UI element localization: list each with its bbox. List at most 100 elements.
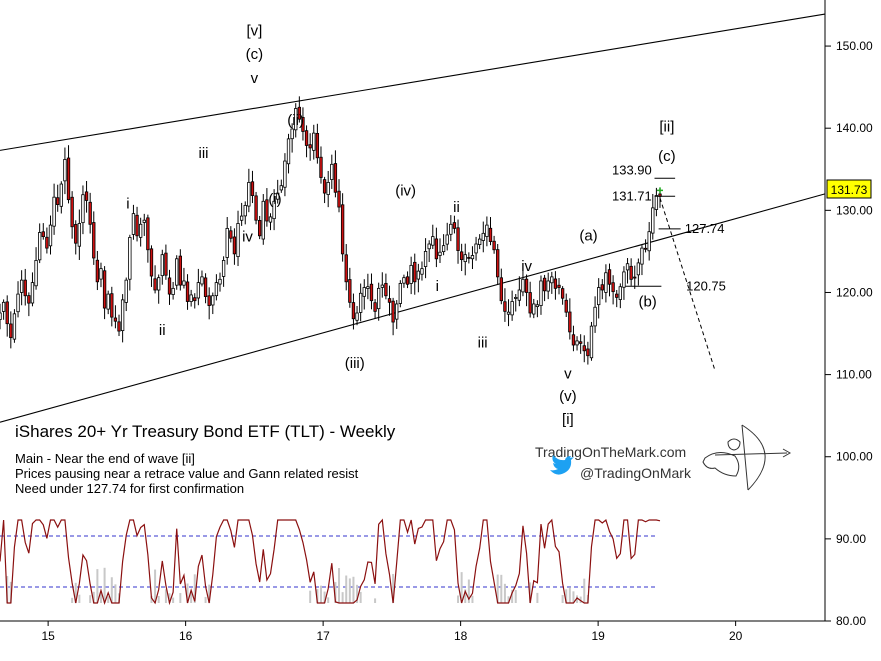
candle-down: [319, 156, 323, 178]
candle-down: [528, 292, 532, 314]
candle-up: [182, 280, 186, 286]
candle-up: [19, 279, 24, 293]
last-price-label: 131.73: [831, 183, 868, 197]
candle-down: [384, 282, 388, 297]
candle-down: [496, 249, 500, 278]
candle-down: [5, 301, 9, 325]
chart-title: iShares 20+ Yr Treasury Bond ETF (TLT) -…: [15, 422, 396, 441]
candle-up: [120, 299, 125, 332]
osc-volume-bar: [460, 572, 463, 603]
candle-up: [283, 160, 287, 188]
osc-volume-bar: [92, 591, 95, 603]
osc-volume-bar: [193, 574, 196, 603]
osc-volume-bar: [514, 589, 517, 603]
candle-up: [225, 228, 229, 258]
wave-label: iv: [521, 258, 532, 275]
candle-down: [586, 348, 590, 357]
osc-volume-bar: [471, 595, 474, 603]
wave-label: (v): [559, 388, 577, 405]
osc-volume-bar: [309, 590, 312, 603]
candle-down: [41, 231, 45, 238]
candle-down: [373, 302, 377, 312]
osc-volume-bar: [561, 594, 564, 603]
candle-up: [1, 301, 6, 312]
candle-up: [636, 262, 641, 276]
price-level-label: 127.74: [685, 221, 725, 236]
osc-volume-bar: [172, 597, 175, 603]
osc-volume-bar: [576, 595, 579, 603]
price-levels: 133.90 131.71 127.74 120.75: [612, 162, 726, 371]
candle-up: [196, 282, 201, 299]
wave-label: (iii): [345, 355, 365, 372]
channel-line: [0, 13, 826, 151]
candle-up: [290, 128, 294, 140]
osc-volume-bar: [392, 573, 395, 603]
candle-up: [514, 296, 518, 299]
osc-volume-bar: [114, 584, 117, 603]
candle-up: [398, 283, 402, 304]
candle-down: [88, 201, 92, 225]
candle-down: [149, 248, 154, 277]
candle-down: [560, 288, 565, 299]
wave-label: (ii): [287, 112, 304, 129]
candle-up: [268, 216, 273, 223]
candle-down: [434, 238, 439, 260]
candle-up: [16, 293, 20, 313]
candle-up: [550, 276, 554, 284]
wave-label: i: [436, 278, 439, 295]
y-tick-label: 130.00: [836, 203, 873, 217]
candle-up: [330, 163, 334, 180]
candle-up: [622, 271, 626, 288]
candle-up: [276, 192, 280, 200]
candle-up: [402, 277, 406, 284]
candle-down: [578, 341, 583, 344]
osc-volume-bar: [529, 582, 532, 603]
candle-down: [322, 179, 327, 194]
osc-volume-bar: [323, 591, 326, 603]
y-tick-label: 90.00: [836, 532, 866, 546]
candle-down: [542, 277, 547, 292]
osc-volume-bar: [74, 582, 77, 603]
osc-volume-bar: [89, 595, 92, 603]
candle-up: [12, 313, 17, 340]
osc-volume-bar: [208, 584, 211, 603]
candle-down: [340, 204, 345, 255]
osc-volume-bar: [71, 597, 74, 603]
osc-volume-bar: [319, 585, 322, 603]
candle-down: [207, 295, 211, 307]
x-tick-label: 16: [179, 629, 193, 643]
candle-down: [467, 256, 471, 259]
y-tick-label: 150.00: [836, 39, 873, 53]
candle-up: [438, 251, 442, 256]
candle-down: [229, 230, 233, 239]
candle-down: [456, 227, 460, 251]
y-tick-label: 110.00: [836, 368, 872, 382]
wave-label: [v]: [246, 22, 262, 39]
osc-volume-bar: [99, 591, 102, 603]
candle-up: [362, 287, 366, 297]
wave-label: iii: [478, 334, 488, 351]
candle-up: [532, 303, 536, 315]
wave-label: ii: [453, 199, 460, 216]
wave-label: i: [126, 196, 129, 213]
osc-volume-bar: [186, 583, 189, 603]
wave-label: v: [251, 70, 259, 87]
osc-volume-bar: [496, 574, 499, 603]
candle-down: [308, 144, 312, 149]
osc-volume-bar: [157, 595, 160, 603]
candle-down: [113, 317, 118, 322]
candle-up: [52, 196, 56, 227]
candle-up: [470, 255, 475, 260]
candle-down: [391, 300, 395, 323]
osc-volume-bar: [345, 575, 348, 603]
channel-lines: [0, 13, 826, 423]
candle-up: [131, 213, 136, 235]
candle-down: [110, 293, 114, 318]
candle-up: [175, 258, 179, 286]
osc-volume-bar: [359, 591, 362, 603]
candles: [0, 96, 662, 365]
note-line-3: Need under 127.74 for first confirmation: [15, 481, 244, 496]
candle-up: [128, 237, 132, 280]
x-tick-label: 20: [729, 629, 743, 643]
